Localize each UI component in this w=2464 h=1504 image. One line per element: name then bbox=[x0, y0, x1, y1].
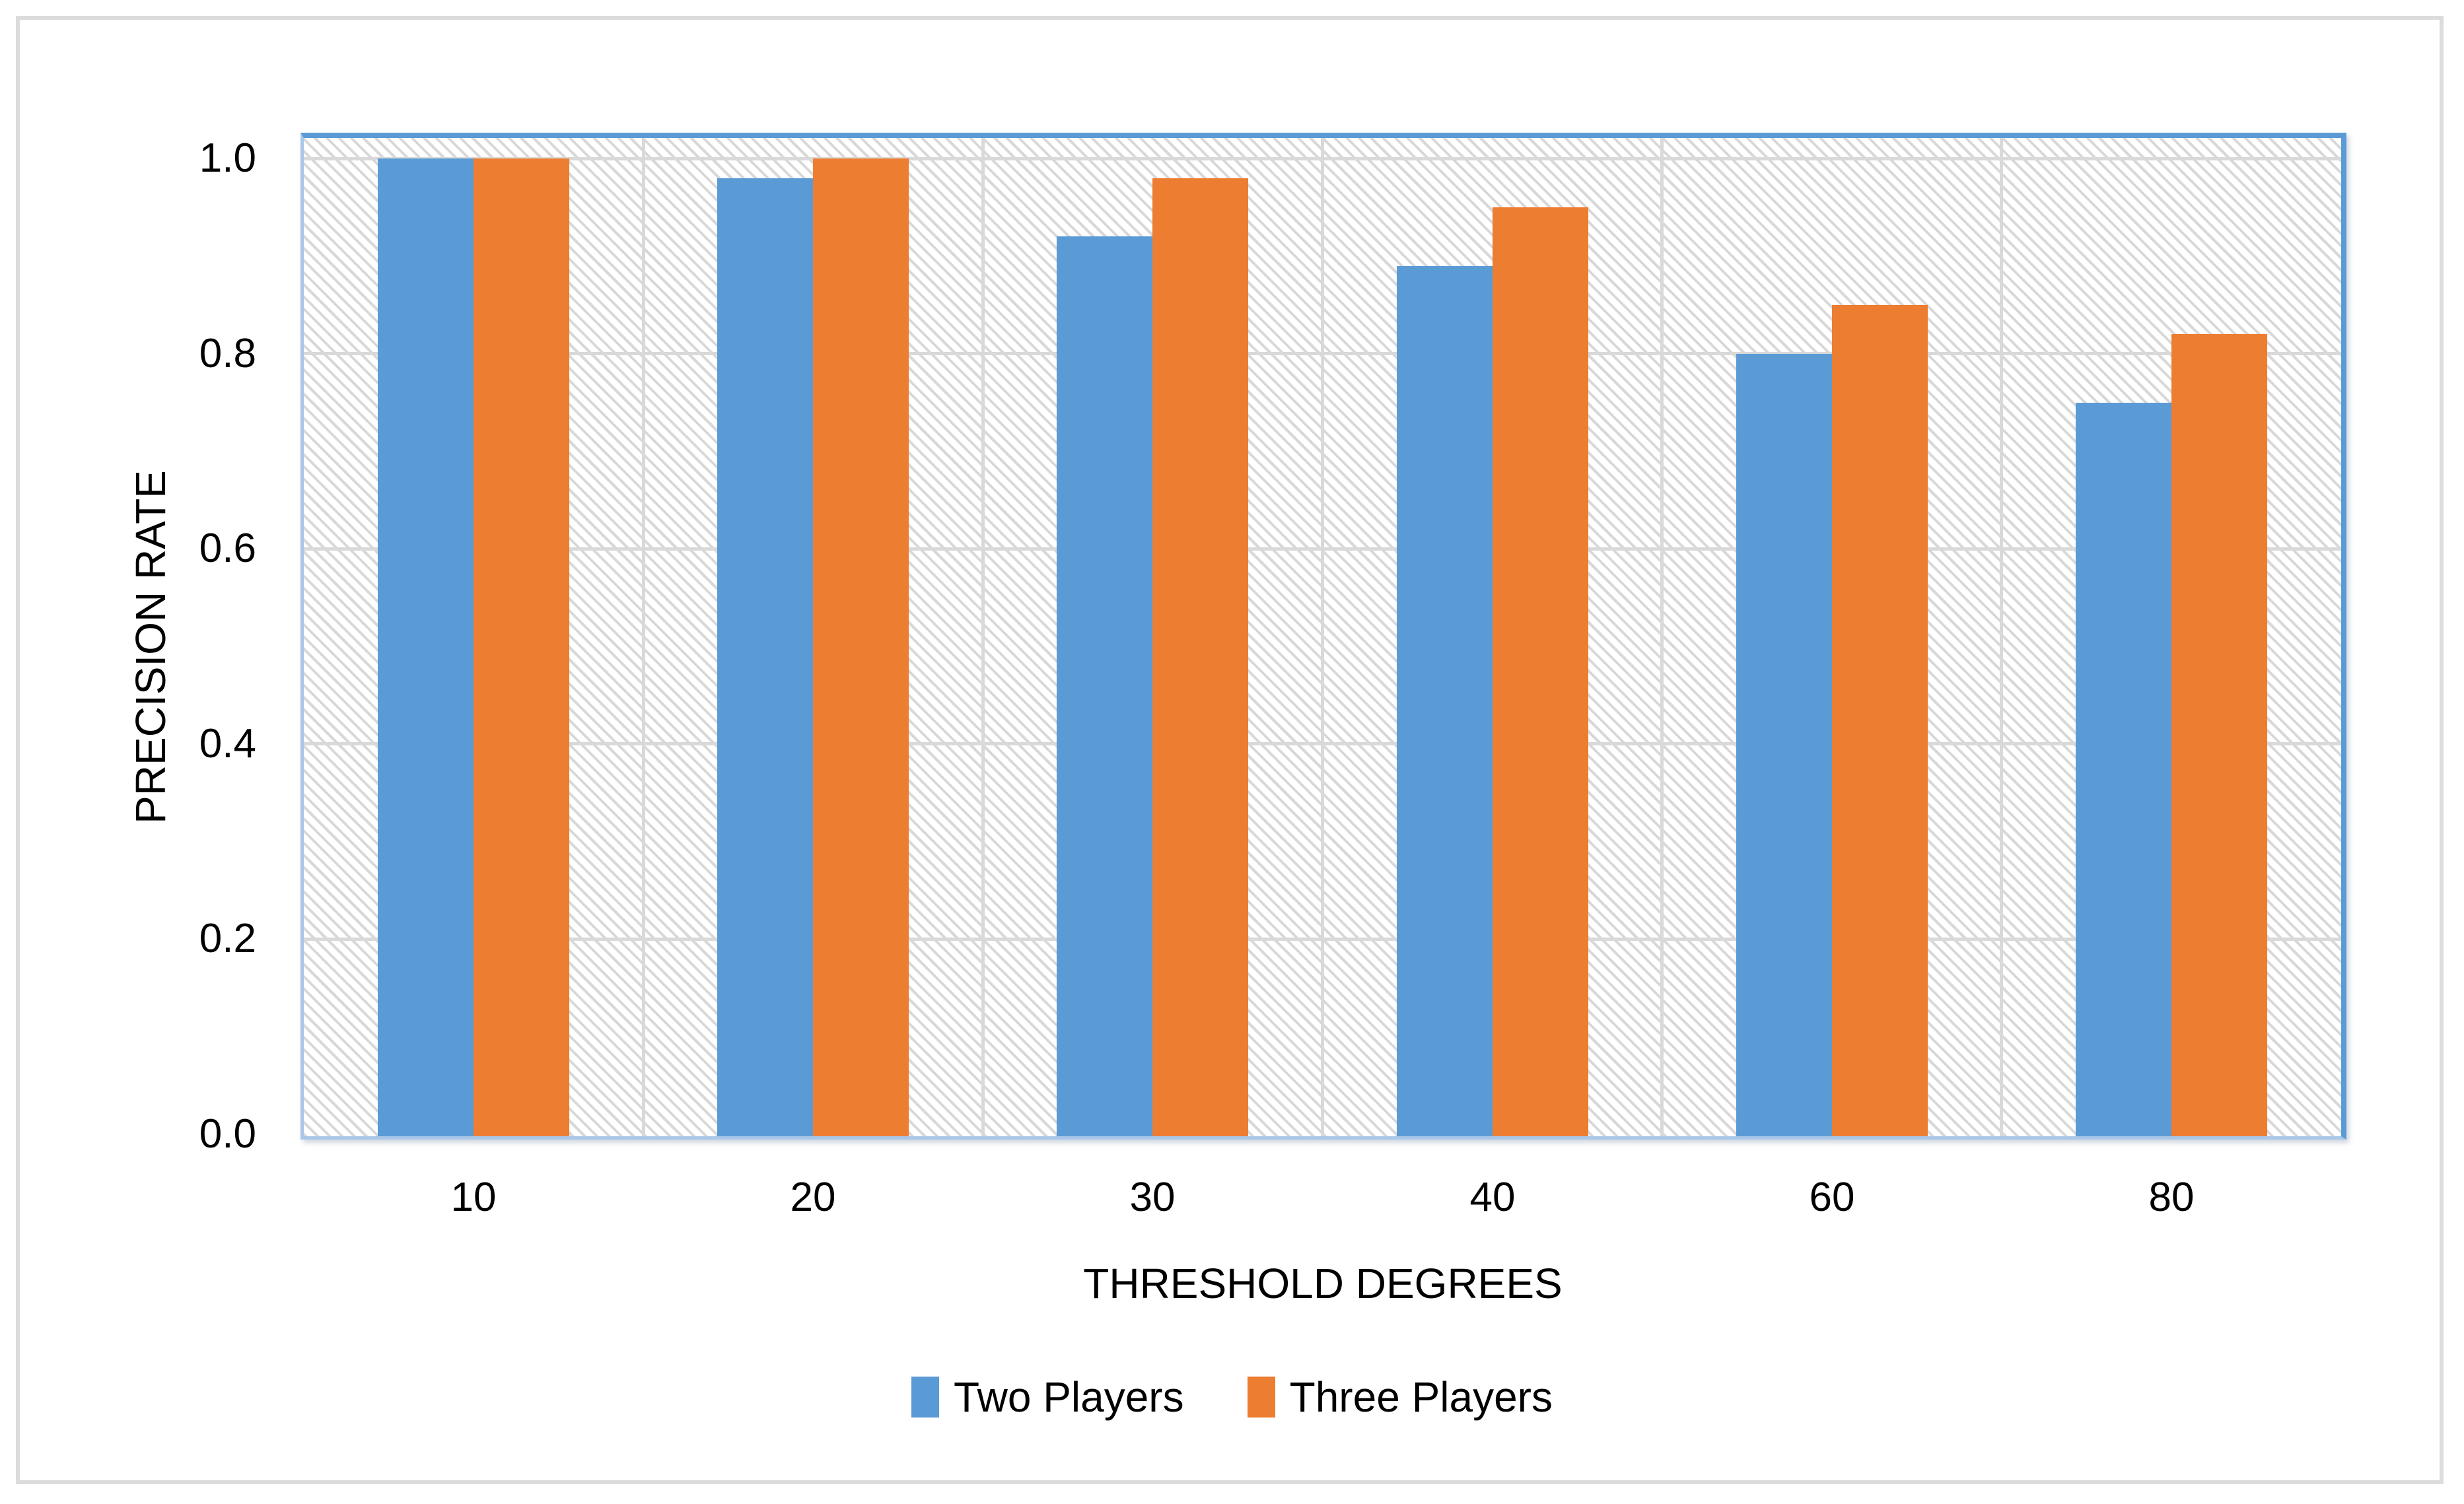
bar-three-players-10 bbox=[474, 158, 569, 1136]
bar-two-players-80 bbox=[2076, 403, 2171, 1136]
legend-swatch-icon bbox=[911, 1377, 940, 1418]
bar-three-players-40 bbox=[1493, 207, 1588, 1136]
x-axis-tick-label: 30 bbox=[1129, 1175, 1176, 1220]
v-gridline bbox=[1660, 138, 1664, 1136]
bar-two-players-20 bbox=[717, 178, 813, 1136]
bar-two-players-40 bbox=[1397, 266, 1493, 1136]
bar-two-players-30 bbox=[1057, 236, 1152, 1136]
y-axis-tick-label: 0.4 bbox=[199, 721, 256, 767]
v-gridline bbox=[1321, 138, 1324, 1136]
y-axis-title: PRECISION RATE bbox=[127, 470, 174, 824]
v-gridline bbox=[2000, 138, 2003, 1136]
x-axis-tick-label: 80 bbox=[2148, 1175, 2195, 1220]
bar-three-players-60 bbox=[1832, 305, 1928, 1136]
y-axis-tick-label: 0.2 bbox=[199, 916, 256, 961]
y-axis-tick-label: 0.6 bbox=[199, 526, 256, 571]
x-axis-tick-label: 60 bbox=[1809, 1175, 1855, 1220]
bar-three-players-30 bbox=[1152, 178, 1248, 1136]
legend: Two Players Three Players bbox=[0, 1371, 2464, 1423]
bar-three-players-80 bbox=[2171, 334, 2267, 1136]
y-axis-tick-label: 0.8 bbox=[199, 331, 256, 376]
v-gridline bbox=[981, 138, 985, 1136]
y-axis-tick-label: 1.0 bbox=[199, 135, 256, 181]
x-axis-tick-label: 20 bbox=[790, 1175, 836, 1220]
x-axis-tick-label: 10 bbox=[450, 1175, 497, 1220]
legend-item-three-players: Three Players bbox=[1247, 1372, 1553, 1422]
legend-item-two-players: Two Players bbox=[911, 1372, 1184, 1422]
plot-area-border bbox=[300, 133, 2346, 1140]
legend-label: Two Players bbox=[954, 1373, 1184, 1421]
legend-swatch-icon bbox=[1247, 1377, 1275, 1418]
v-gridline bbox=[642, 138, 645, 1136]
figure-border bbox=[16, 16, 2444, 1484]
x-axis-title: THRESHOLD DEGREES bbox=[1083, 1260, 1563, 1307]
bar-two-players-60 bbox=[1736, 354, 1832, 1136]
y-axis-tick-label: 0.0 bbox=[199, 1111, 256, 1157]
legend-label: Three Players bbox=[1289, 1373, 1553, 1421]
bar-three-players-20 bbox=[813, 158, 909, 1136]
x-axis-tick-label: 40 bbox=[1469, 1175, 1516, 1220]
bar-two-players-10 bbox=[378, 158, 474, 1136]
